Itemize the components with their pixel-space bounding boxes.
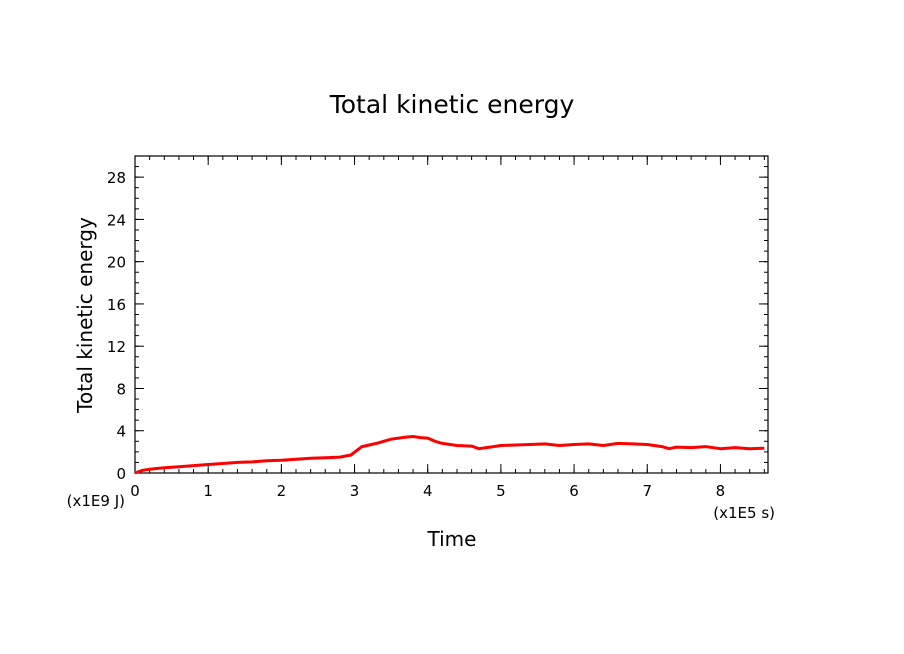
x-tick-label: 3: [350, 482, 360, 500]
y-axis-ticks: 0 4 8 12 16 20 24 28: [107, 169, 768, 483]
x-tick-label: 0: [130, 482, 140, 500]
y-unit-label: (x1E9 J): [67, 492, 125, 510]
y-tick-label: 16: [107, 296, 126, 314]
y-tick-label: 20: [107, 254, 126, 272]
x-tick-label: 4: [423, 482, 433, 500]
y-tick-label: 0: [116, 465, 126, 483]
x-tick-label: 5: [496, 482, 506, 500]
y-tick-label: 28: [107, 169, 126, 187]
y-tick-label: 4: [116, 423, 126, 441]
y-tick-label: 12: [107, 338, 126, 356]
x-tick-label: 6: [569, 482, 579, 500]
x-axis-ticks: 0 1 2 3 4 5 6 7 8: [130, 156, 725, 500]
x-unit-label: (x1E5 s): [713, 504, 775, 522]
chart-title: Total kinetic energy: [329, 90, 575, 119]
series-line: [134, 435, 765, 475]
x-axis-label: Time: [427, 527, 477, 551]
x-tick-label: 8: [716, 482, 726, 500]
y-tick-label: 24: [107, 211, 126, 229]
minor-ticks: [134, 155, 768, 474]
y-tick-label: 8: [116, 380, 126, 398]
x-tick-label: 2: [277, 482, 287, 500]
plot-frame: [134, 155, 769, 474]
x-tick-label: 1: [203, 482, 213, 500]
y-axis-label: Total kinetic energy: [73, 217, 97, 414]
x-tick-label: 7: [642, 482, 652, 500]
